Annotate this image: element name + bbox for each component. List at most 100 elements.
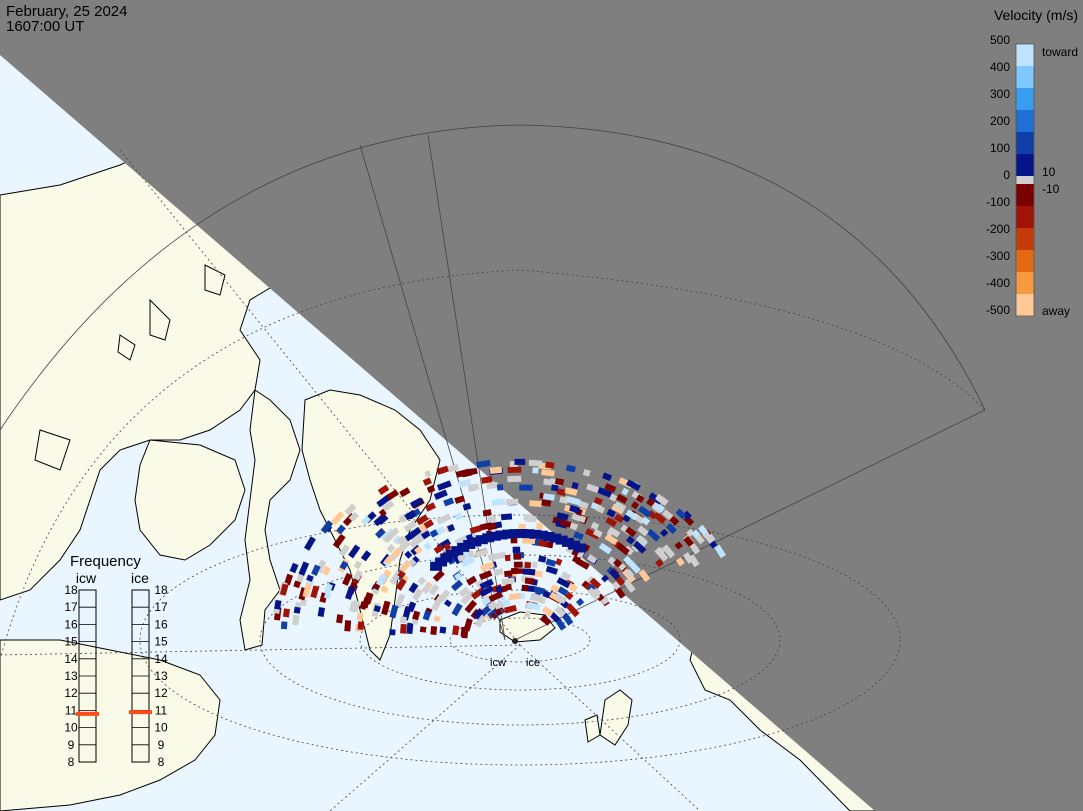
radar-echoes bbox=[273, 458, 727, 639]
echo-cell bbox=[357, 621, 365, 630]
echo-cell bbox=[404, 509, 417, 521]
echo-cell bbox=[353, 560, 363, 570]
echo-cell bbox=[436, 480, 452, 491]
frequency-tick-label: 9 bbox=[158, 738, 165, 752]
echo-cell bbox=[521, 584, 529, 592]
echo-cell bbox=[407, 601, 417, 613]
echo-cell bbox=[386, 543, 396, 553]
echo-cell bbox=[511, 567, 525, 575]
velocity-bar-segment-toward bbox=[1016, 154, 1034, 177]
echo-cell bbox=[394, 593, 406, 609]
echo-cell bbox=[646, 528, 661, 542]
velocity-tick-label: -300 bbox=[986, 249, 1010, 263]
echo-cell bbox=[450, 579, 463, 592]
echo-cell bbox=[447, 463, 459, 473]
frequency-tick-label: 17 bbox=[154, 600, 168, 614]
echo-cell bbox=[444, 599, 452, 608]
echo-cell bbox=[469, 537, 482, 547]
echo-cell bbox=[381, 600, 391, 616]
echo-cell bbox=[284, 573, 294, 586]
echo-cell bbox=[686, 528, 695, 538]
radar-field-of-view-arc bbox=[0, 124, 986, 431]
echo-cell bbox=[630, 501, 640, 510]
echo-cell bbox=[489, 466, 503, 474]
echo-cell bbox=[462, 502, 472, 511]
echo-cell bbox=[304, 536, 316, 551]
echo-cell bbox=[586, 553, 598, 564]
echo-cell bbox=[659, 528, 669, 537]
echo-cell bbox=[496, 484, 504, 491]
echo-cell bbox=[376, 494, 392, 508]
echo-cell bbox=[545, 558, 557, 567]
echo-cell bbox=[397, 539, 411, 553]
frequency-tick-label: 14 bbox=[64, 652, 78, 666]
echo-cell bbox=[487, 522, 497, 531]
echo-cell bbox=[344, 620, 352, 632]
echo-cell bbox=[550, 584, 560, 593]
echo-cell bbox=[463, 540, 476, 549]
echo-cell bbox=[463, 618, 473, 632]
echo-cell bbox=[389, 604, 399, 619]
echo-cell bbox=[606, 566, 615, 575]
echo-cell bbox=[641, 516, 651, 526]
echo-cell bbox=[479, 561, 495, 572]
away-label: away bbox=[1042, 304, 1070, 318]
velocity-tick-label: -500 bbox=[986, 303, 1010, 317]
velocity-scale-title: Velocity (m/s) bbox=[994, 7, 1078, 23]
frequency-tick-label: 9 bbox=[68, 738, 75, 752]
echo-cell bbox=[604, 533, 619, 546]
echo-cell bbox=[332, 533, 346, 549]
echo-cell bbox=[377, 484, 390, 496]
velocity-tick-label: -400 bbox=[986, 276, 1010, 290]
echo-cell bbox=[502, 529, 515, 539]
echo-cell bbox=[571, 512, 587, 523]
echo-cell bbox=[424, 502, 436, 512]
echo-cell bbox=[396, 535, 407, 546]
echo-cell bbox=[364, 592, 374, 605]
velocity-tick-label: 500 bbox=[990, 33, 1010, 47]
velocity-color-bar: Velocity (m/s) 500 400 300 200 100 0 -100 -200 -… bbox=[986, 7, 1078, 318]
echo-cell bbox=[515, 529, 528, 538]
echo-cell bbox=[469, 525, 482, 535]
echo-cell bbox=[590, 521, 600, 530]
frequency-panel: Frequency icw ice 1817161514131211109818… bbox=[64, 553, 168, 769]
radar-field-of-view-arc bbox=[0, 269, 986, 661]
echo-cell bbox=[504, 554, 511, 562]
meridian-line bbox=[329, 644, 521, 811]
echo-cell bbox=[488, 601, 498, 610]
echo-cell bbox=[665, 523, 677, 535]
frequency-tick-label: 11 bbox=[65, 703, 78, 717]
echo-cell bbox=[408, 558, 417, 567]
echo-cell bbox=[342, 572, 353, 586]
echo-cell bbox=[451, 602, 463, 617]
velocity-bar-segment-zero bbox=[1016, 176, 1034, 184]
echo-cell bbox=[348, 511, 359, 522]
velocity-bar-segment-away bbox=[1016, 228, 1034, 251]
echo-cell bbox=[536, 530, 548, 540]
echo-cell bbox=[279, 583, 289, 596]
echo-cell bbox=[598, 542, 613, 555]
near-zero-positive-label: 10 bbox=[1042, 165, 1056, 179]
echo-cell bbox=[274, 599, 282, 610]
echo-cell bbox=[627, 560, 641, 574]
echo-cell bbox=[593, 496, 603, 506]
frequency-tick-label: 14 bbox=[154, 652, 168, 666]
echo-cell bbox=[554, 592, 568, 604]
echo-cell bbox=[565, 603, 580, 618]
latitude-circle bbox=[139, 514, 901, 766]
echo-cell bbox=[324, 583, 333, 595]
echo-cell bbox=[377, 514, 389, 526]
echo-cell bbox=[571, 481, 579, 490]
echo-cell bbox=[478, 570, 493, 581]
echo-cell bbox=[392, 547, 402, 558]
echo-cell bbox=[339, 560, 349, 571]
echo-cell bbox=[507, 475, 522, 483]
echo-cell bbox=[637, 525, 649, 537]
echo-cell bbox=[624, 568, 635, 579]
echo-cell bbox=[538, 539, 548, 547]
echo-cell bbox=[399, 616, 407, 624]
echo-cell bbox=[554, 478, 565, 486]
radar-label-icw: icw bbox=[490, 657, 506, 669]
echo-cell bbox=[310, 585, 320, 599]
